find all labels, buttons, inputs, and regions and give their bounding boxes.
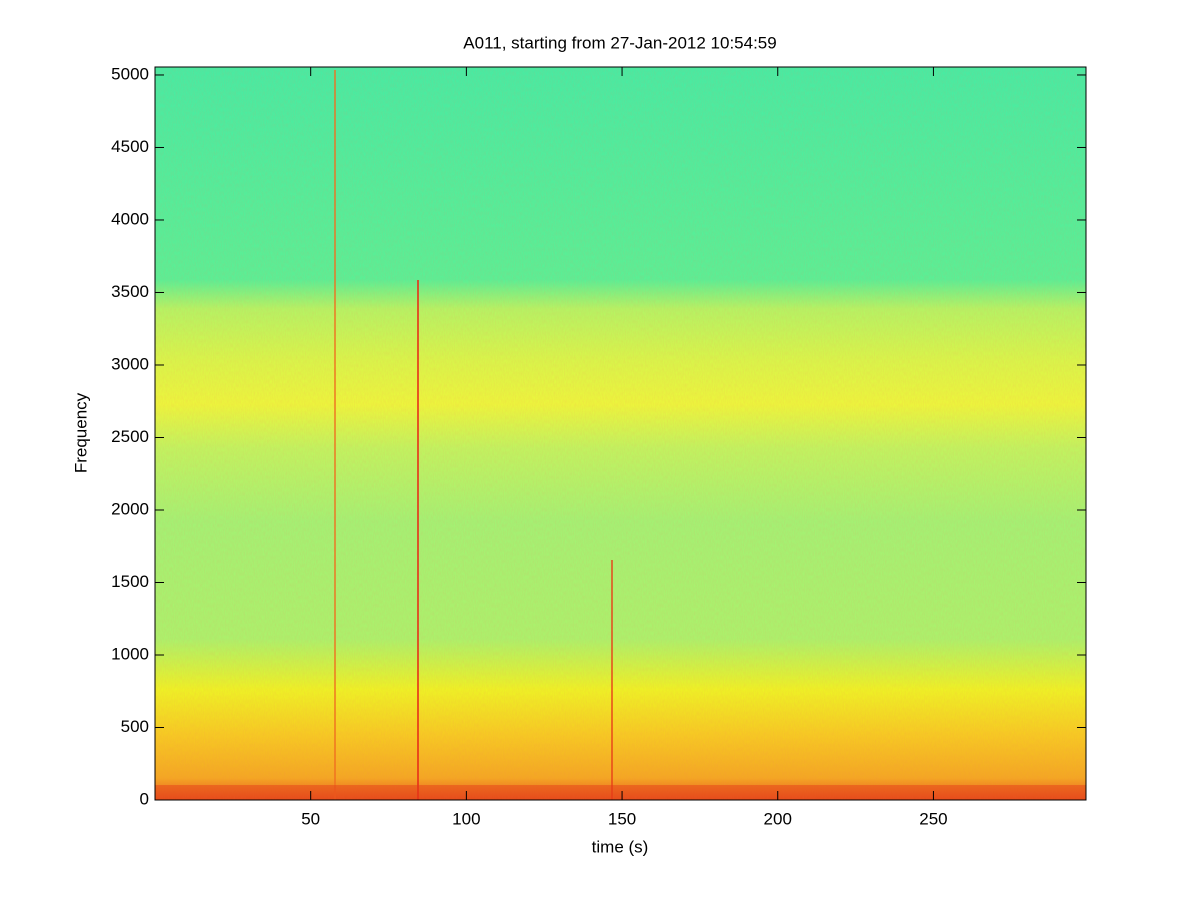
y-tick-label: 5000 bbox=[111, 64, 149, 83]
y-tick-label: 4000 bbox=[111, 209, 149, 228]
y-tick-label: 3500 bbox=[111, 282, 149, 301]
x-tick-label: 50 bbox=[301, 809, 320, 828]
y-tick-label: 500 bbox=[121, 717, 149, 736]
x-tick-label: 250 bbox=[919, 809, 947, 828]
y-tick-label: 2500 bbox=[111, 427, 149, 446]
x-tick-label: 200 bbox=[764, 809, 792, 828]
y-tick-label: 2000 bbox=[111, 499, 149, 518]
x-tick-label: 100 bbox=[452, 809, 480, 828]
chart-title: A011, starting from 27-Jan-2012 10:54:59 bbox=[463, 33, 776, 52]
y-tick-label: 4500 bbox=[111, 137, 149, 156]
x-tick-label: 150 bbox=[608, 809, 636, 828]
plot-frame bbox=[154, 66, 1087, 801]
x-axis-label: time (s) bbox=[592, 837, 649, 856]
y-tick-label: 1000 bbox=[111, 644, 149, 663]
y-tick-label: 3000 bbox=[111, 354, 149, 373]
y-tick-label: 1500 bbox=[111, 572, 149, 591]
spectrogram-image bbox=[155, 67, 1086, 800]
y-tick-label: 0 bbox=[140, 789, 149, 808]
y-axis-label: Frequency bbox=[71, 392, 90, 473]
